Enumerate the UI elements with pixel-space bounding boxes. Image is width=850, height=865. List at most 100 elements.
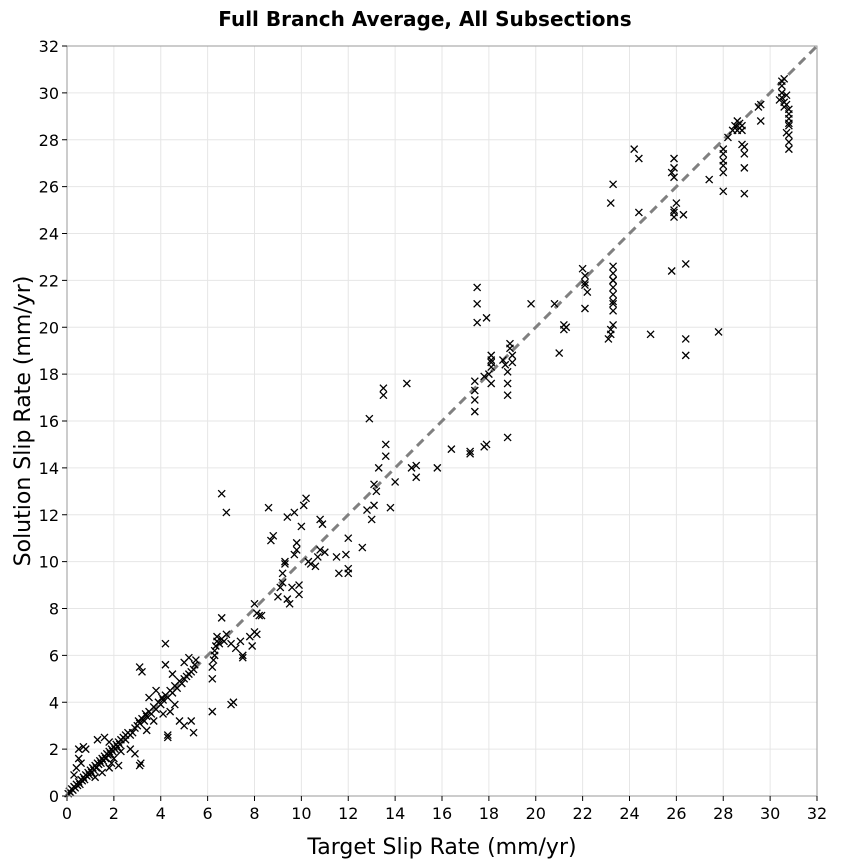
data-point	[278, 578, 287, 587]
data-point	[740, 142, 749, 151]
data-point	[433, 463, 442, 472]
data-point	[740, 189, 749, 198]
data-point	[190, 660, 199, 669]
data-point	[609, 262, 618, 271]
data-point	[170, 700, 179, 709]
data-point	[116, 747, 125, 756]
data-point	[135, 761, 144, 770]
data-point	[142, 726, 151, 735]
data-point	[236, 637, 245, 646]
data-point	[135, 719, 144, 728]
data-point	[288, 583, 296, 592]
data-point	[740, 163, 749, 172]
x-tick-label: 10	[291, 804, 311, 823]
data-point	[142, 712, 151, 721]
data-point	[606, 325, 615, 334]
data-point	[70, 770, 78, 779]
data-point	[316, 515, 325, 524]
data-point	[466, 447, 475, 456]
x-tick-label: 0	[62, 804, 72, 823]
data-point	[374, 463, 383, 472]
data-point	[386, 503, 395, 512]
data-point	[784, 131, 793, 140]
data-point	[217, 613, 226, 622]
data-point	[367, 515, 376, 524]
data-point	[332, 552, 341, 561]
y-axis-label: Solution Slip Rate (mm/yr)	[11, 276, 36, 567]
data-point	[209, 656, 218, 665]
data-point	[470, 386, 479, 395]
data-point	[257, 611, 266, 620]
x-tick-label: 22	[572, 804, 592, 823]
data-point	[391, 477, 400, 486]
data-point	[498, 356, 507, 365]
data-point	[217, 489, 226, 498]
data-point	[578, 264, 587, 273]
data-point	[740, 149, 749, 158]
data-point	[208, 663, 217, 672]
data-point	[136, 759, 145, 768]
data-point	[506, 339, 514, 348]
data-point	[508, 351, 517, 360]
data-point	[609, 276, 618, 285]
data-point	[109, 754, 118, 763]
data-point	[283, 595, 292, 604]
y-tick-label: 30	[39, 84, 59, 103]
data-point	[670, 206, 678, 215]
data-point	[681, 335, 690, 343]
data-point	[77, 759, 86, 768]
data-point	[738, 126, 746, 135]
data-point	[609, 290, 618, 299]
x-axis-ticks: 0 2 4 6 8 10 12 14 16 18 20 22 24 26 28 30 32	[62, 796, 827, 823]
data-point	[121, 735, 130, 744]
data-point	[370, 501, 378, 510]
data-point	[407, 463, 416, 472]
data-point	[292, 538, 301, 547]
data-point	[714, 327, 723, 336]
data-point	[93, 735, 102, 744]
data-point	[131, 749, 139, 758]
data-point	[145, 693, 153, 702]
x-tick-label: 18	[479, 804, 499, 823]
y-tick-label: 10	[39, 553, 59, 572]
data-point	[581, 281, 589, 290]
data-point	[114, 761, 123, 770]
data-point	[731, 121, 739, 130]
data-point	[159, 710, 168, 718]
data-point	[138, 667, 146, 676]
data-point	[473, 299, 482, 308]
data-point	[344, 564, 353, 573]
data-point	[222, 508, 231, 517]
x-tick-label: 28	[713, 804, 733, 823]
data-point	[135, 663, 144, 672]
data-point	[140, 717, 149, 725]
y-tick-label: 4	[49, 693, 59, 712]
data-point	[281, 557, 289, 566]
data-point	[297, 522, 306, 531]
data-point	[290, 550, 299, 559]
data-point	[189, 665, 198, 674]
data-point	[784, 138, 793, 147]
data-point	[412, 461, 421, 470]
data-point	[161, 639, 170, 648]
data-point	[238, 653, 247, 662]
data-point	[503, 433, 512, 442]
reference-line	[65, 44, 819, 798]
data-point	[269, 531, 278, 540]
x-tick-label: 14	[385, 804, 405, 823]
data-point	[159, 695, 168, 704]
data-point	[81, 745, 90, 754]
data-point	[473, 318, 482, 327]
x-tick-label: 26	[666, 804, 686, 823]
data-point	[527, 299, 536, 308]
data-point	[379, 384, 388, 393]
data-point	[290, 508, 299, 517]
y-tick-label: 20	[39, 318, 59, 337]
data-point	[255, 611, 264, 620]
data-point	[208, 674, 217, 683]
x-tick-label: 32	[807, 804, 827, 823]
data-point	[609, 283, 618, 292]
data-point	[74, 745, 83, 754]
data-point	[784, 119, 793, 128]
data-point	[487, 351, 496, 360]
